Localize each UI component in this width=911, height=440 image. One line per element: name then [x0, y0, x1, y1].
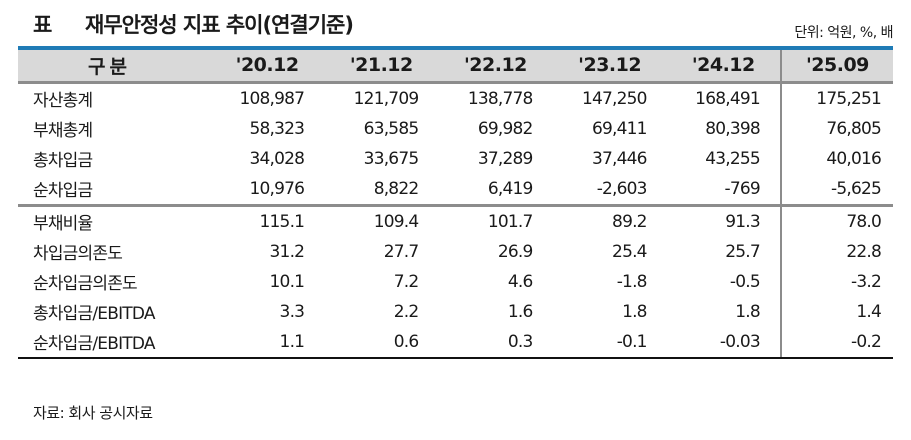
- row-label: 총차입금/EBITDA: [33, 304, 156, 324]
- header-period: '23.12: [552, 46, 667, 84]
- cell-value: 22.8: [779, 236, 893, 267]
- cell-value: -0.5: [729, 271, 761, 292]
- cell-value: 1.1: [210, 326, 325, 359]
- cell-value: 10.1: [269, 271, 305, 292]
- header-period: '25.09: [779, 46, 893, 84]
- table-row: 부채비율 115.1 109.4 101.7 89.2 91.3 78.0: [18, 203, 893, 237]
- table-row: 순차입금/EBITDA 1.1 0.6 0.3 -0.1 -0.03 -0.2: [18, 326, 893, 359]
- source-note: 자료: 회사 공시자료: [33, 404, 153, 422]
- cell-value: 26.9: [497, 241, 533, 262]
- cell-value: 40,016: [779, 143, 893, 174]
- table-row: 자산총계 108,987 121,709 138,778 147,250 168,491 1…: [18, 82, 893, 114]
- cell-value: 34,028: [249, 148, 305, 169]
- row-label: 순차입금의존도: [33, 274, 138, 294]
- row-label: 총차입금: [33, 151, 93, 171]
- table-row: 차입금의존도 31.2 27.7 26.9 25.4 25.7 22.8: [18, 236, 893, 267]
- cell-value: 80,398: [705, 118, 760, 139]
- cell-value: 6,419: [487, 178, 533, 199]
- row-label: 부채비율: [18, 203, 211, 237]
- row-label: 차입금의존도: [33, 244, 123, 264]
- cell-value: 4.6: [507, 271, 533, 292]
- cell-value: 37,446: [592, 148, 647, 169]
- row-label: 순차입금: [33, 181, 93, 201]
- cell-value: 3.3: [279, 301, 305, 322]
- cell-value: 1.4: [779, 296, 893, 327]
- header-period: '24.12: [666, 46, 781, 84]
- table-row: 순차입금의존도 10.1 7.2 4.6 -1.8 -0.5 -3.2: [18, 266, 893, 297]
- cell-value: -769: [724, 178, 760, 199]
- cell-value: 43,255: [705, 148, 760, 169]
- row-label: 자산총계: [33, 91, 93, 111]
- cell-value: -2,603: [596, 178, 648, 199]
- table-row: 순차입금 10,976 8,822 6,419 -2,603 -769 -5,625: [18, 173, 893, 205]
- cell-value: 101.7: [438, 203, 553, 237]
- cell-value: 8,822: [373, 178, 419, 199]
- header-period: '22.12: [438, 46, 553, 84]
- cell-value: 69,982: [477, 118, 533, 139]
- cell-value: 108,987: [239, 88, 305, 109]
- header-row: 구분 '20.12 '21.12 '22.12 '23.12 '24.12 '2…: [18, 46, 893, 84]
- table-row: 총차입금/EBITDA 3.3 2.2 1.6 1.8 1.8 1.4: [18, 296, 893, 327]
- cell-value: 1.6: [507, 301, 533, 322]
- cell-value: -0.03: [666, 326, 781, 359]
- cell-value: 27.7: [383, 241, 419, 262]
- cell-value: -5,625: [779, 173, 893, 205]
- cell-value: 0.6: [324, 326, 439, 359]
- cell-value: 168,491: [695, 88, 761, 109]
- title-row: 표 재무안정성 지표 추이(연결기준) 단위: 억원, %, 배: [0, 0, 911, 46]
- cell-value: 25.4: [612, 241, 647, 262]
- table-row: 총차입금 34,028 33,675 37,289 37,446 43,255 40,016: [18, 143, 893, 174]
- cell-value: 1.8: [735, 301, 760, 322]
- cell-value: 138,778: [467, 88, 534, 109]
- cell-value: 37,289: [477, 148, 533, 169]
- cell-value: 115.1: [210, 203, 325, 237]
- cell-value: 89.2: [552, 203, 667, 237]
- cell-value: 25.7: [725, 241, 760, 262]
- cell-value: 69,411: [592, 118, 647, 139]
- table-label: 표: [33, 13, 53, 37]
- cell-value: 63,585: [363, 118, 419, 139]
- cell-value: 31.2: [269, 241, 305, 262]
- page-title: 재무안정성 지표 추이(연결기준): [85, 13, 354, 37]
- cell-value: -0.1: [552, 326, 667, 359]
- cell-value: 7.2: [393, 271, 419, 292]
- cell-value: 33,675: [363, 148, 419, 169]
- cell-value: 1.8: [622, 301, 647, 322]
- cell-value: 0.3: [438, 326, 553, 359]
- unit-note: 단위: 억원, %, 배: [794, 25, 893, 41]
- cell-value: 2.2: [393, 301, 419, 322]
- cell-value: -3.2: [779, 266, 893, 297]
- financial-stability-table: 구분 '20.12 '21.12 '22.12 '23.12 '24.12 '2…: [18, 46, 893, 359]
- cell-value: 76,805: [779, 113, 893, 144]
- cell-value: 10,976: [249, 178, 305, 199]
- cell-value: 147,250: [582, 88, 648, 109]
- header-category: 구분: [18, 46, 211, 84]
- cell-value: 175,251: [779, 82, 893, 114]
- cell-value: 121,709: [353, 88, 420, 109]
- cell-value: -1.8: [616, 271, 648, 292]
- cell-value: 78.0: [779, 203, 893, 237]
- cell-value: 109.4: [324, 203, 439, 237]
- table-row: 부채총계 58,323 63,585 69,982 69,411 80,398 76,805: [18, 113, 893, 144]
- row-label: 순차입금/EBITDA: [18, 326, 211, 359]
- cell-value: -0.2: [779, 326, 893, 359]
- cell-value: 58,323: [249, 118, 305, 139]
- header-period: '21.12: [324, 46, 439, 84]
- header-period: '20.12: [210, 46, 325, 84]
- cell-value: 91.3: [666, 203, 781, 237]
- row-label: 부채총계: [33, 121, 93, 141]
